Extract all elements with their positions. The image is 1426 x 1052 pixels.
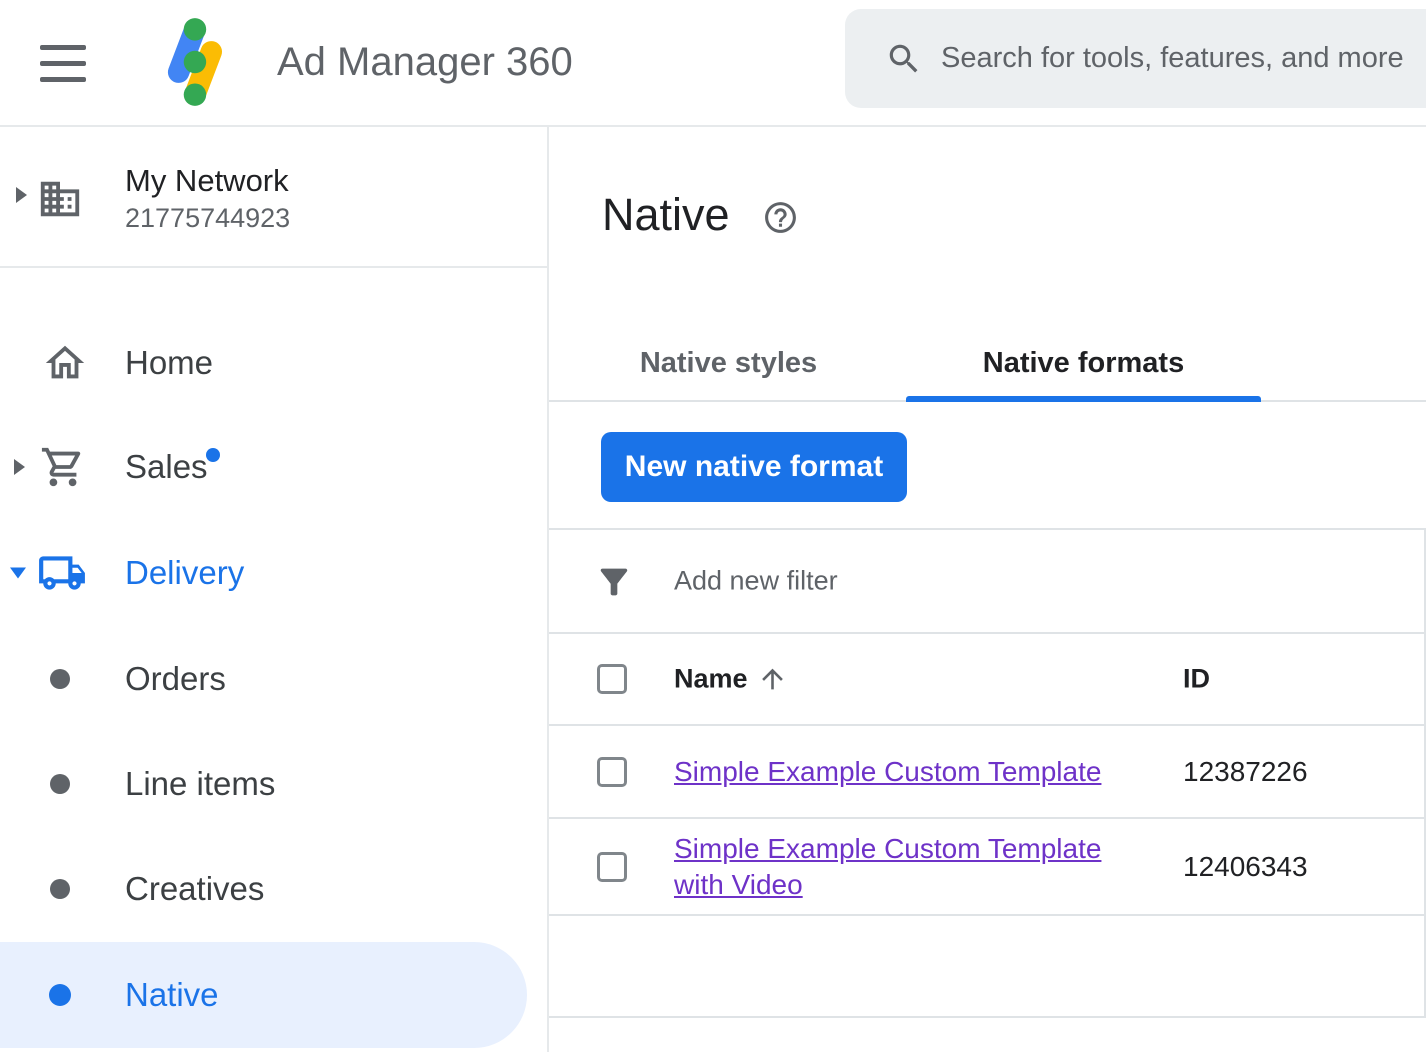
search-placeholder: Search for tools, features, and more xyxy=(941,42,1404,74)
table-header-row: Name ID xyxy=(549,634,1424,726)
tab-native-formats[interactable]: Native formats xyxy=(982,347,1185,379)
sidebar-item-label: Line items xyxy=(125,765,276,802)
new-native-format-button[interactable]: New native format xyxy=(601,432,907,502)
tab-native-styles[interactable]: Native styles xyxy=(639,347,818,379)
native-formats-table: Add new filter Name ID Simple Example Cu… xyxy=(549,528,1426,1018)
app-title: Ad Manager 360 xyxy=(277,40,573,84)
sidebar-item-creatives[interactable]: Creatives xyxy=(0,854,547,924)
bullet-icon xyxy=(49,984,71,1006)
filter-bar[interactable]: Add new filter xyxy=(549,530,1424,634)
table-row: Simple Example Custom Template 12387226 xyxy=(549,726,1424,819)
hamburger-menu-icon[interactable] xyxy=(40,45,86,82)
select-all-checkbox[interactable] xyxy=(597,664,627,694)
chevron-right-icon xyxy=(14,459,25,475)
active-tab-indicator xyxy=(906,396,1261,402)
sidebar-item-label: Creatives xyxy=(125,870,265,907)
sidebar-item-orders[interactable]: Orders xyxy=(0,644,547,714)
filter-funnel-icon xyxy=(600,568,628,596)
sidebar-item-label: Delivery xyxy=(125,554,245,591)
search-bar[interactable]: Search for tools, features, and more xyxy=(845,9,1426,108)
bullet-icon xyxy=(50,774,70,794)
sidebar-item-sales[interactable]: Sales xyxy=(0,432,547,502)
bullet-icon xyxy=(50,879,70,899)
native-format-link[interactable]: Simple Example Custom Template xyxy=(674,755,1102,787)
ad-manager-logo-icon[interactable] xyxy=(148,13,246,111)
sidebar-item-label: Sales xyxy=(125,448,208,485)
sidebar-item-delivery[interactable]: Delivery xyxy=(0,538,547,608)
table-row: Simple Example Custom Template with Vide… xyxy=(549,819,1424,916)
topbar: Ad Manager 360 Search for tools, feature… xyxy=(0,0,1426,127)
building-icon xyxy=(40,181,80,217)
truck-icon xyxy=(39,556,85,590)
bullet-icon xyxy=(50,669,70,689)
tab-bar: Native styles Native formats xyxy=(549,330,1426,402)
row-checkbox[interactable] xyxy=(597,756,627,787)
home-icon xyxy=(45,345,85,379)
notification-dot xyxy=(206,448,220,462)
row-checkbox[interactable] xyxy=(597,851,627,882)
chevron-right-icon xyxy=(16,187,27,203)
network-name: My Network xyxy=(125,163,289,198)
sidebar-item-label: Home xyxy=(125,344,214,381)
sidebar-item-label: Native xyxy=(125,976,219,1013)
column-header-id: ID xyxy=(1183,663,1210,694)
table-footer-spacer xyxy=(549,916,1424,1018)
search-icon xyxy=(889,44,918,72)
filter-placeholder: Add new filter xyxy=(674,565,838,596)
native-format-link[interactable]: Simple Example Custom Template with Vide… xyxy=(674,832,1102,900)
sidebar-item-native[interactable]: Native xyxy=(0,960,547,1030)
native-format-id: 12406343 xyxy=(1183,850,1308,882)
main-content: Native Native styles Native formats New … xyxy=(549,127,1426,1052)
native-format-id: 12387226 xyxy=(1183,755,1308,787)
shopping-cart-icon xyxy=(41,447,81,487)
page-title: Native xyxy=(602,189,730,240)
column-header-name[interactable]: Name xyxy=(674,663,748,694)
sidebar-item-line-items[interactable]: Line items xyxy=(0,749,547,819)
sort-ascending-arrow-icon[interactable] xyxy=(757,664,788,695)
sidebar-item-label: Orders xyxy=(125,660,226,697)
network-id: 21775744923 xyxy=(125,203,291,233)
chevron-down-icon xyxy=(10,567,26,579)
selected-item-highlight xyxy=(0,942,527,1048)
sidebar-item-home[interactable]: Home xyxy=(0,328,547,398)
help-icon[interactable] xyxy=(762,199,799,236)
sidebar: My Network 21775744923 Home Sales Delive… xyxy=(0,127,549,1052)
network-selector[interactable]: My Network 21775744923 xyxy=(0,127,547,268)
